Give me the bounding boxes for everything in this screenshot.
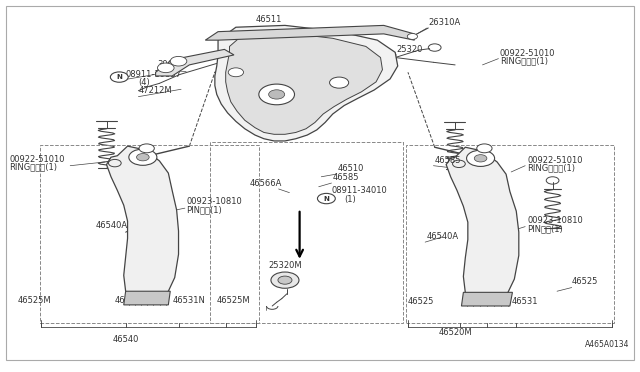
Text: 46585: 46585 [435,155,461,164]
Text: 46525M: 46525M [217,296,250,305]
Circle shape [278,276,292,284]
Text: 46585: 46585 [333,173,359,182]
Text: PINピン(1): PINピン(1) [527,224,563,233]
Polygon shape [124,291,170,305]
Polygon shape [156,49,234,76]
Text: 46540: 46540 [113,335,139,344]
Circle shape [330,77,349,88]
Circle shape [467,150,495,166]
Text: 00922-51010: 00922-51010 [9,155,65,164]
Polygon shape [461,292,513,306]
Text: 46513: 46513 [463,297,490,306]
Circle shape [317,193,335,204]
Text: N: N [116,74,122,80]
Text: PINピン(1): PINピン(1) [186,206,222,215]
Text: 00923-10810: 00923-10810 [186,197,242,206]
Text: 46531N: 46531N [172,296,205,305]
Text: A465A0134: A465A0134 [584,340,629,349]
Text: 08911-10837: 08911-10837 [125,70,182,79]
Text: 46520M: 46520M [438,328,472,337]
Text: 25320: 25320 [396,45,423,54]
Text: 26310A: 26310A [428,18,461,27]
Circle shape [170,57,187,66]
Circle shape [477,144,492,153]
Text: RINGリング(1): RINGリング(1) [527,163,575,172]
Circle shape [228,68,244,77]
Circle shape [474,155,487,162]
Circle shape [269,90,285,99]
Text: 46525: 46525 [408,297,435,306]
Text: 30673: 30673 [157,60,184,68]
Polygon shape [446,147,519,299]
Text: 47212M: 47212M [138,86,172,95]
Circle shape [157,63,174,73]
Text: 00923-10810: 00923-10810 [527,216,583,225]
Text: 08911-34010: 08911-34010 [332,186,387,195]
Polygon shape [226,33,383,134]
Polygon shape [215,25,397,141]
Text: 46540A: 46540A [427,232,459,241]
Text: (4): (4) [138,78,150,87]
Circle shape [136,154,149,161]
Polygon shape [205,25,414,40]
Circle shape [129,149,157,165]
FancyBboxPatch shape [6,6,634,360]
Text: 46531: 46531 [511,297,538,306]
Text: 46511: 46511 [256,15,282,24]
Text: 46525M: 46525M [17,296,51,305]
Text: 46512: 46512 [115,296,141,305]
Text: 46525: 46525 [572,278,598,286]
Text: N: N [323,196,330,202]
Circle shape [407,33,417,39]
Text: (1): (1) [344,195,356,204]
Text: 46566A: 46566A [250,179,282,188]
Circle shape [271,272,299,288]
Text: 25320M: 25320M [268,261,302,270]
Circle shape [110,72,128,82]
Circle shape [259,84,294,105]
Text: 46540A: 46540A [96,221,128,230]
Text: RINGリング(1): RINGリング(1) [9,162,57,171]
Text: RINGリング(1): RINGリング(1) [500,56,548,65]
Polygon shape [106,146,179,298]
Text: 46510: 46510 [338,164,364,173]
Text: 00922-51010: 00922-51010 [527,155,582,164]
Circle shape [139,144,154,153]
Text: 00922-51010: 00922-51010 [500,48,555,58]
